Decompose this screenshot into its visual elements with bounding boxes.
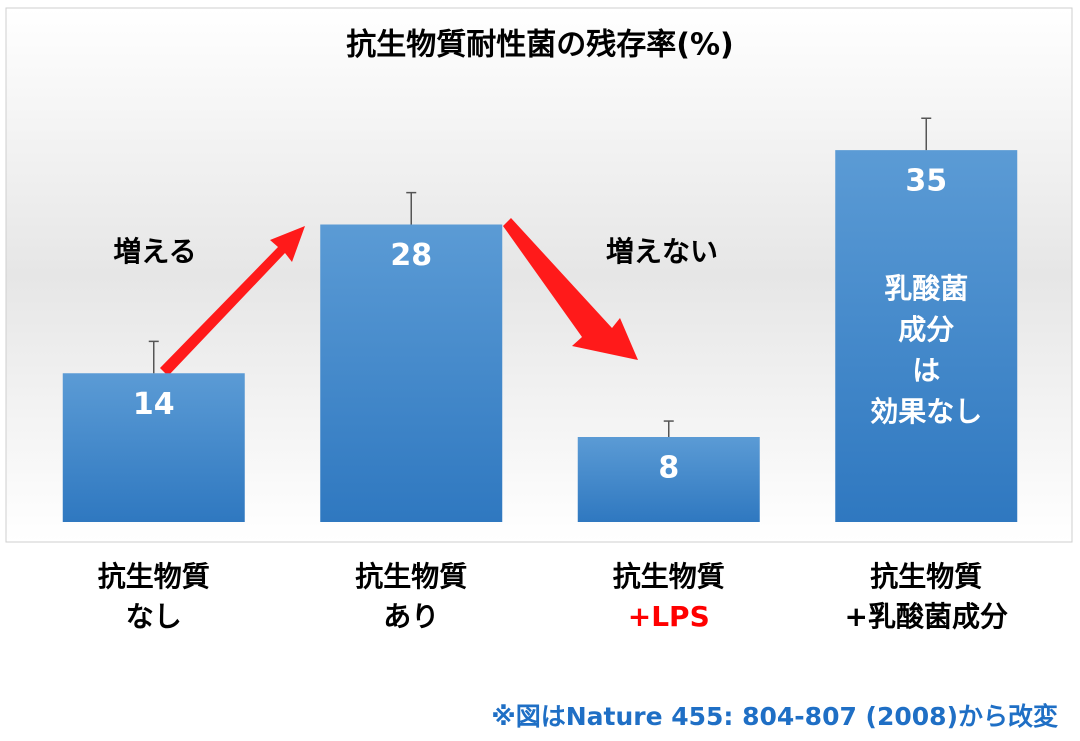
x-tick-label: 抗生物質 — [613, 560, 725, 593]
bar — [62, 373, 245, 522]
bar-note: 成分 — [898, 313, 954, 346]
x-tick-label: +乳酸菌成分 — [845, 600, 1008, 633]
x-tick-label: あり — [383, 600, 439, 633]
value-label: 28 — [390, 238, 432, 273]
bar-note: 効果なし — [870, 395, 982, 428]
bar-note: は — [912, 354, 940, 387]
x-tick-label: なし — [126, 600, 182, 633]
x-tick-label: +LPS — [628, 600, 710, 633]
value-label: 14 — [133, 387, 175, 422]
bar — [320, 224, 503, 522]
x-tick-label: 抗生物質 — [98, 560, 210, 593]
bar — [577, 437, 760, 522]
annotation: 増えない — [606, 235, 718, 268]
source-note: ※図はNature 455: 804-807 (2008)から改変 — [491, 702, 1058, 731]
value-label: 35 — [905, 164, 947, 199]
x-tick-label: 抗生物質 — [355, 560, 467, 593]
annotation: 増える — [113, 235, 196, 268]
x-tick-label: 抗生物質 — [870, 560, 982, 593]
arrow-down — [503, 218, 638, 360]
arrow-up — [160, 226, 305, 376]
bar-note: 乳酸菌 — [884, 272, 968, 305]
value-label: 8 — [658, 451, 679, 486]
chart-title: 抗生物質耐性菌の残存率(%) — [346, 28, 733, 63]
bar — [835, 150, 1018, 522]
